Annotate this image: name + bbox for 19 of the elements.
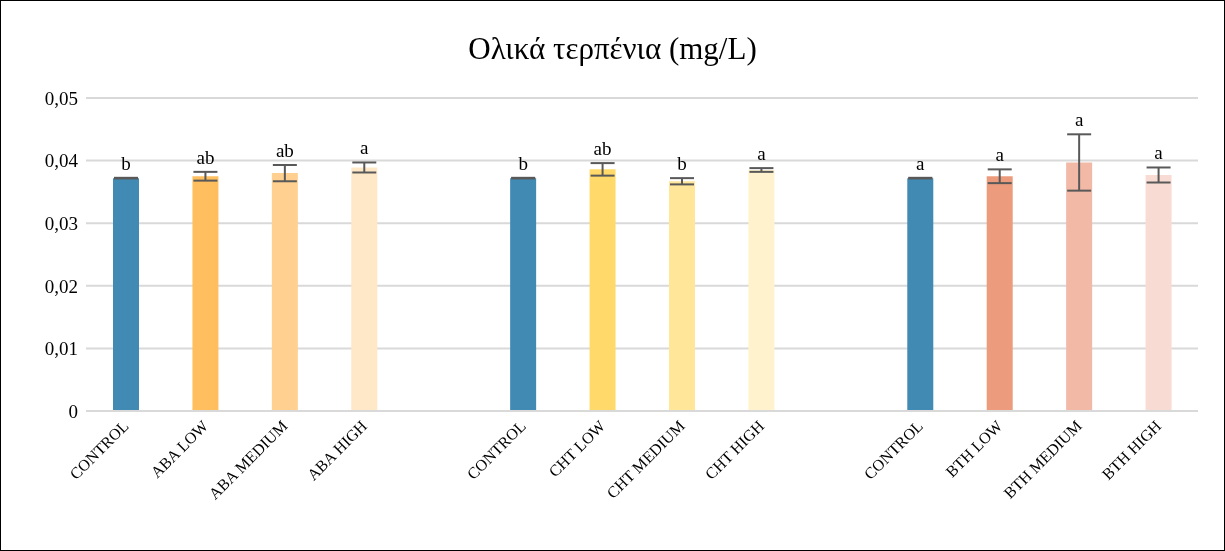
data-label: a: [995, 144, 1005, 166]
data-label: b: [518, 152, 528, 174]
data-label: a: [1074, 109, 1084, 131]
data-label: a: [757, 143, 767, 165]
y-tick-label: 0,03: [44, 212, 78, 234]
data-label: a: [360, 137, 370, 159]
data-label: b: [677, 153, 687, 175]
y-tick-label: 0,02: [44, 275, 78, 297]
data-label: ab: [196, 146, 215, 168]
y-tick-label: 0: [68, 400, 78, 422]
chart-title: Ολικά τερπένια (mg/L): [467, 31, 758, 67]
y-tick-label: 0,01: [44, 338, 78, 360]
y-tick-label: 0,05: [44, 87, 78, 109]
data-label: a: [1154, 142, 1164, 164]
y-tick-label: 0,04: [44, 150, 79, 172]
data-label: ab: [593, 138, 612, 160]
data-label: a: [916, 152, 926, 174]
data-label: ab: [275, 139, 294, 161]
data-label: b: [121, 152, 131, 174]
